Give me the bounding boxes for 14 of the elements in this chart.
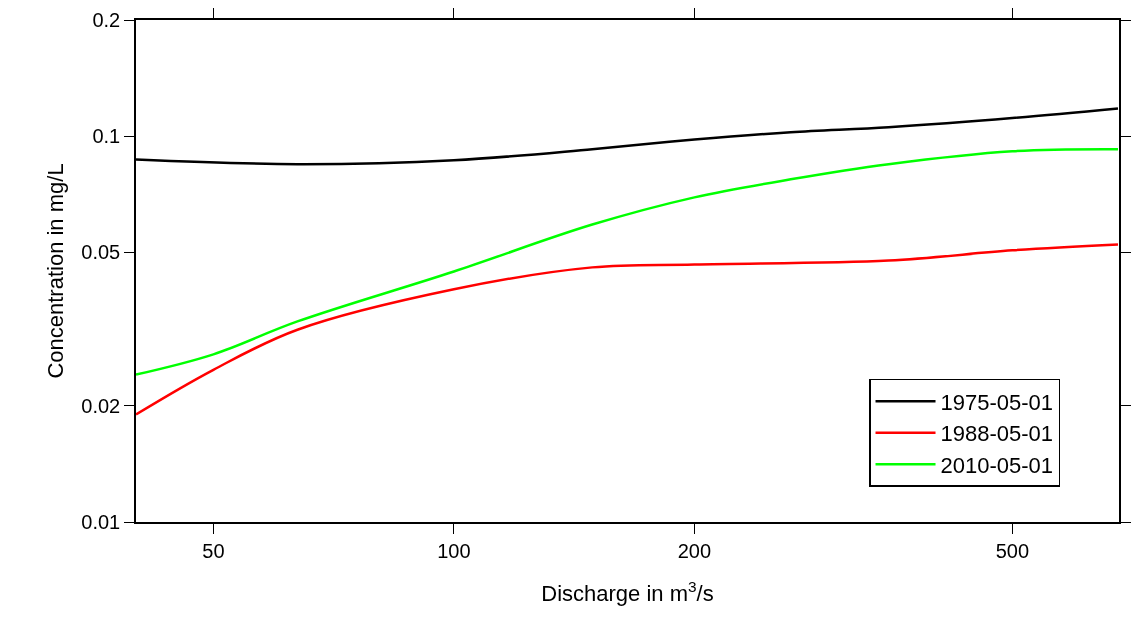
legend-label: 2010-05-01 [940,452,1054,478]
y-axis-title: Concentration in mg/L [42,163,68,379]
y-tick-label: 0.05 [81,241,121,264]
x-tick-label: 50 [202,539,225,562]
legend-label: 1975-05-01 [940,389,1054,415]
legend-label: 1988-05-01 [940,421,1054,447]
x-tick-label: 500 [995,539,1030,562]
x-tick-label: 100 [437,539,471,562]
x-axis-title: Discharge in m$^{3}$/s [541,577,714,607]
y-tick-label: 0.02 [81,394,121,417]
y-tick-label: 0.01 [81,511,121,533]
x-tick-label: 200 [677,539,712,562]
y-tick-label: 0.2 [92,9,121,31]
y-tick-label: 0.1 [92,125,121,148]
